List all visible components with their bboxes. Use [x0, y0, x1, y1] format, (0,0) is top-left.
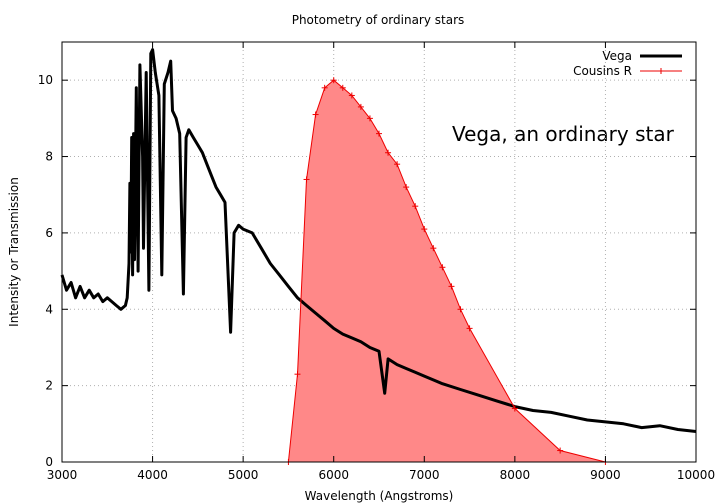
cousins-r-point: [457, 306, 464, 313]
cousins-r-point: [448, 283, 455, 290]
cousins-r-point: [303, 176, 310, 183]
x-tick-label: 3000: [47, 468, 78, 482]
x-tick-label: 9000: [590, 468, 621, 482]
fill-layer: [288, 80, 606, 462]
cousins-r-point: [339, 84, 346, 91]
y-tick-label: 8: [45, 150, 53, 164]
cousins-r-point: [330, 77, 337, 84]
y-tick-label: 4: [45, 302, 53, 316]
y-tick-label: 10: [38, 73, 53, 87]
vega-line: [60, 48, 697, 433]
cousins-r-point: [348, 92, 355, 99]
cousins-r-point: [421, 226, 428, 233]
cousins-r-line: [287, 79, 606, 463]
cousins-r-point: [557, 447, 564, 454]
chart-title: Photometry of ordinary stars: [292, 13, 465, 27]
cousins-r-point: [394, 161, 401, 168]
cousins-r-point: [385, 149, 392, 156]
legend-label-vega: Vega: [602, 49, 632, 63]
plot-frame: [61, 41, 697, 463]
y-tick-label: 0: [45, 455, 53, 469]
cousins-r-point: [466, 325, 473, 332]
cousins-r-point: [357, 103, 364, 110]
cousins-r-point: [412, 203, 419, 210]
cousins-r-point: [312, 111, 319, 118]
cousins-r-point: [403, 184, 410, 191]
x-tick-label: 4000: [137, 468, 168, 482]
tick-layer: 3000 4000 5000 6000 7000 8000 9000 10000 0 2 4 6 8 10: [38, 42, 715, 482]
x-axis-label: Wavelength (Angstroms): [305, 489, 454, 503]
y-tick-label: 2: [45, 379, 53, 393]
cousins-r-point: [294, 371, 301, 378]
series-layer: [60, 48, 697, 465]
x-tick-label: 8000: [500, 468, 531, 482]
cousins-r-point: [430, 245, 437, 252]
cousins-r-point: [511, 405, 518, 412]
legend-label-cousins-r: Cousins R: [573, 64, 632, 78]
x-tick-label: 10000: [677, 468, 715, 482]
cousins-r-point: [321, 84, 328, 91]
x-tick-label: 6000: [318, 468, 349, 482]
x-tick-label: 7000: [409, 468, 440, 482]
x-tick-label: 5000: [228, 468, 259, 482]
cousins-r-point: [439, 264, 446, 271]
cousins-r-point: [366, 115, 373, 122]
y-axis-label: Intensity or Transmission: [7, 177, 21, 327]
cousins-r-fill: [288, 80, 606, 462]
chart-annotation: Vega, an ordinary star: [452, 122, 675, 146]
cousins-r-point: [376, 130, 382, 137]
y-tick-label: 6: [45, 226, 53, 240]
